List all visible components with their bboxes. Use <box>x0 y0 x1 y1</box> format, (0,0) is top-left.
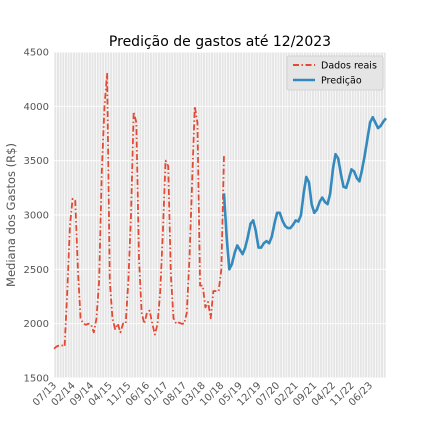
legend-label-pred: Predição <box>321 76 362 87</box>
series-line-predicao <box>222 115 388 271</box>
y-axis-label: Mediana dos Gastos (R$) <box>4 143 18 287</box>
x-tick-labels: 07/1302/1409/1404/1511/1506/1601/1708/17… <box>31 380 375 408</box>
series-line-dados-reais <box>53 72 225 350</box>
chart-title: Predição de gastos até 12/2023 <box>109 34 331 50</box>
y-tick-label: 2500 <box>24 265 49 276</box>
y-tick-label: 4000 <box>24 102 49 113</box>
y-tick-label: 2000 <box>24 319 49 330</box>
series-layer <box>53 72 388 350</box>
y-tick-label: 3000 <box>24 211 49 222</box>
y-tick-labels: 1500 2000 2500 3000 3500 4000 4500 <box>24 48 49 385</box>
y-tick-label: 1500 <box>24 374 49 385</box>
y-tick-label: 4500 <box>24 48 49 59</box>
horizontal-gridlines <box>54 51 386 379</box>
y-tick-label: 3500 <box>24 156 49 167</box>
legend-label-real: Dados reais <box>321 61 377 72</box>
legend: Dados reais Predição <box>286 55 384 91</box>
